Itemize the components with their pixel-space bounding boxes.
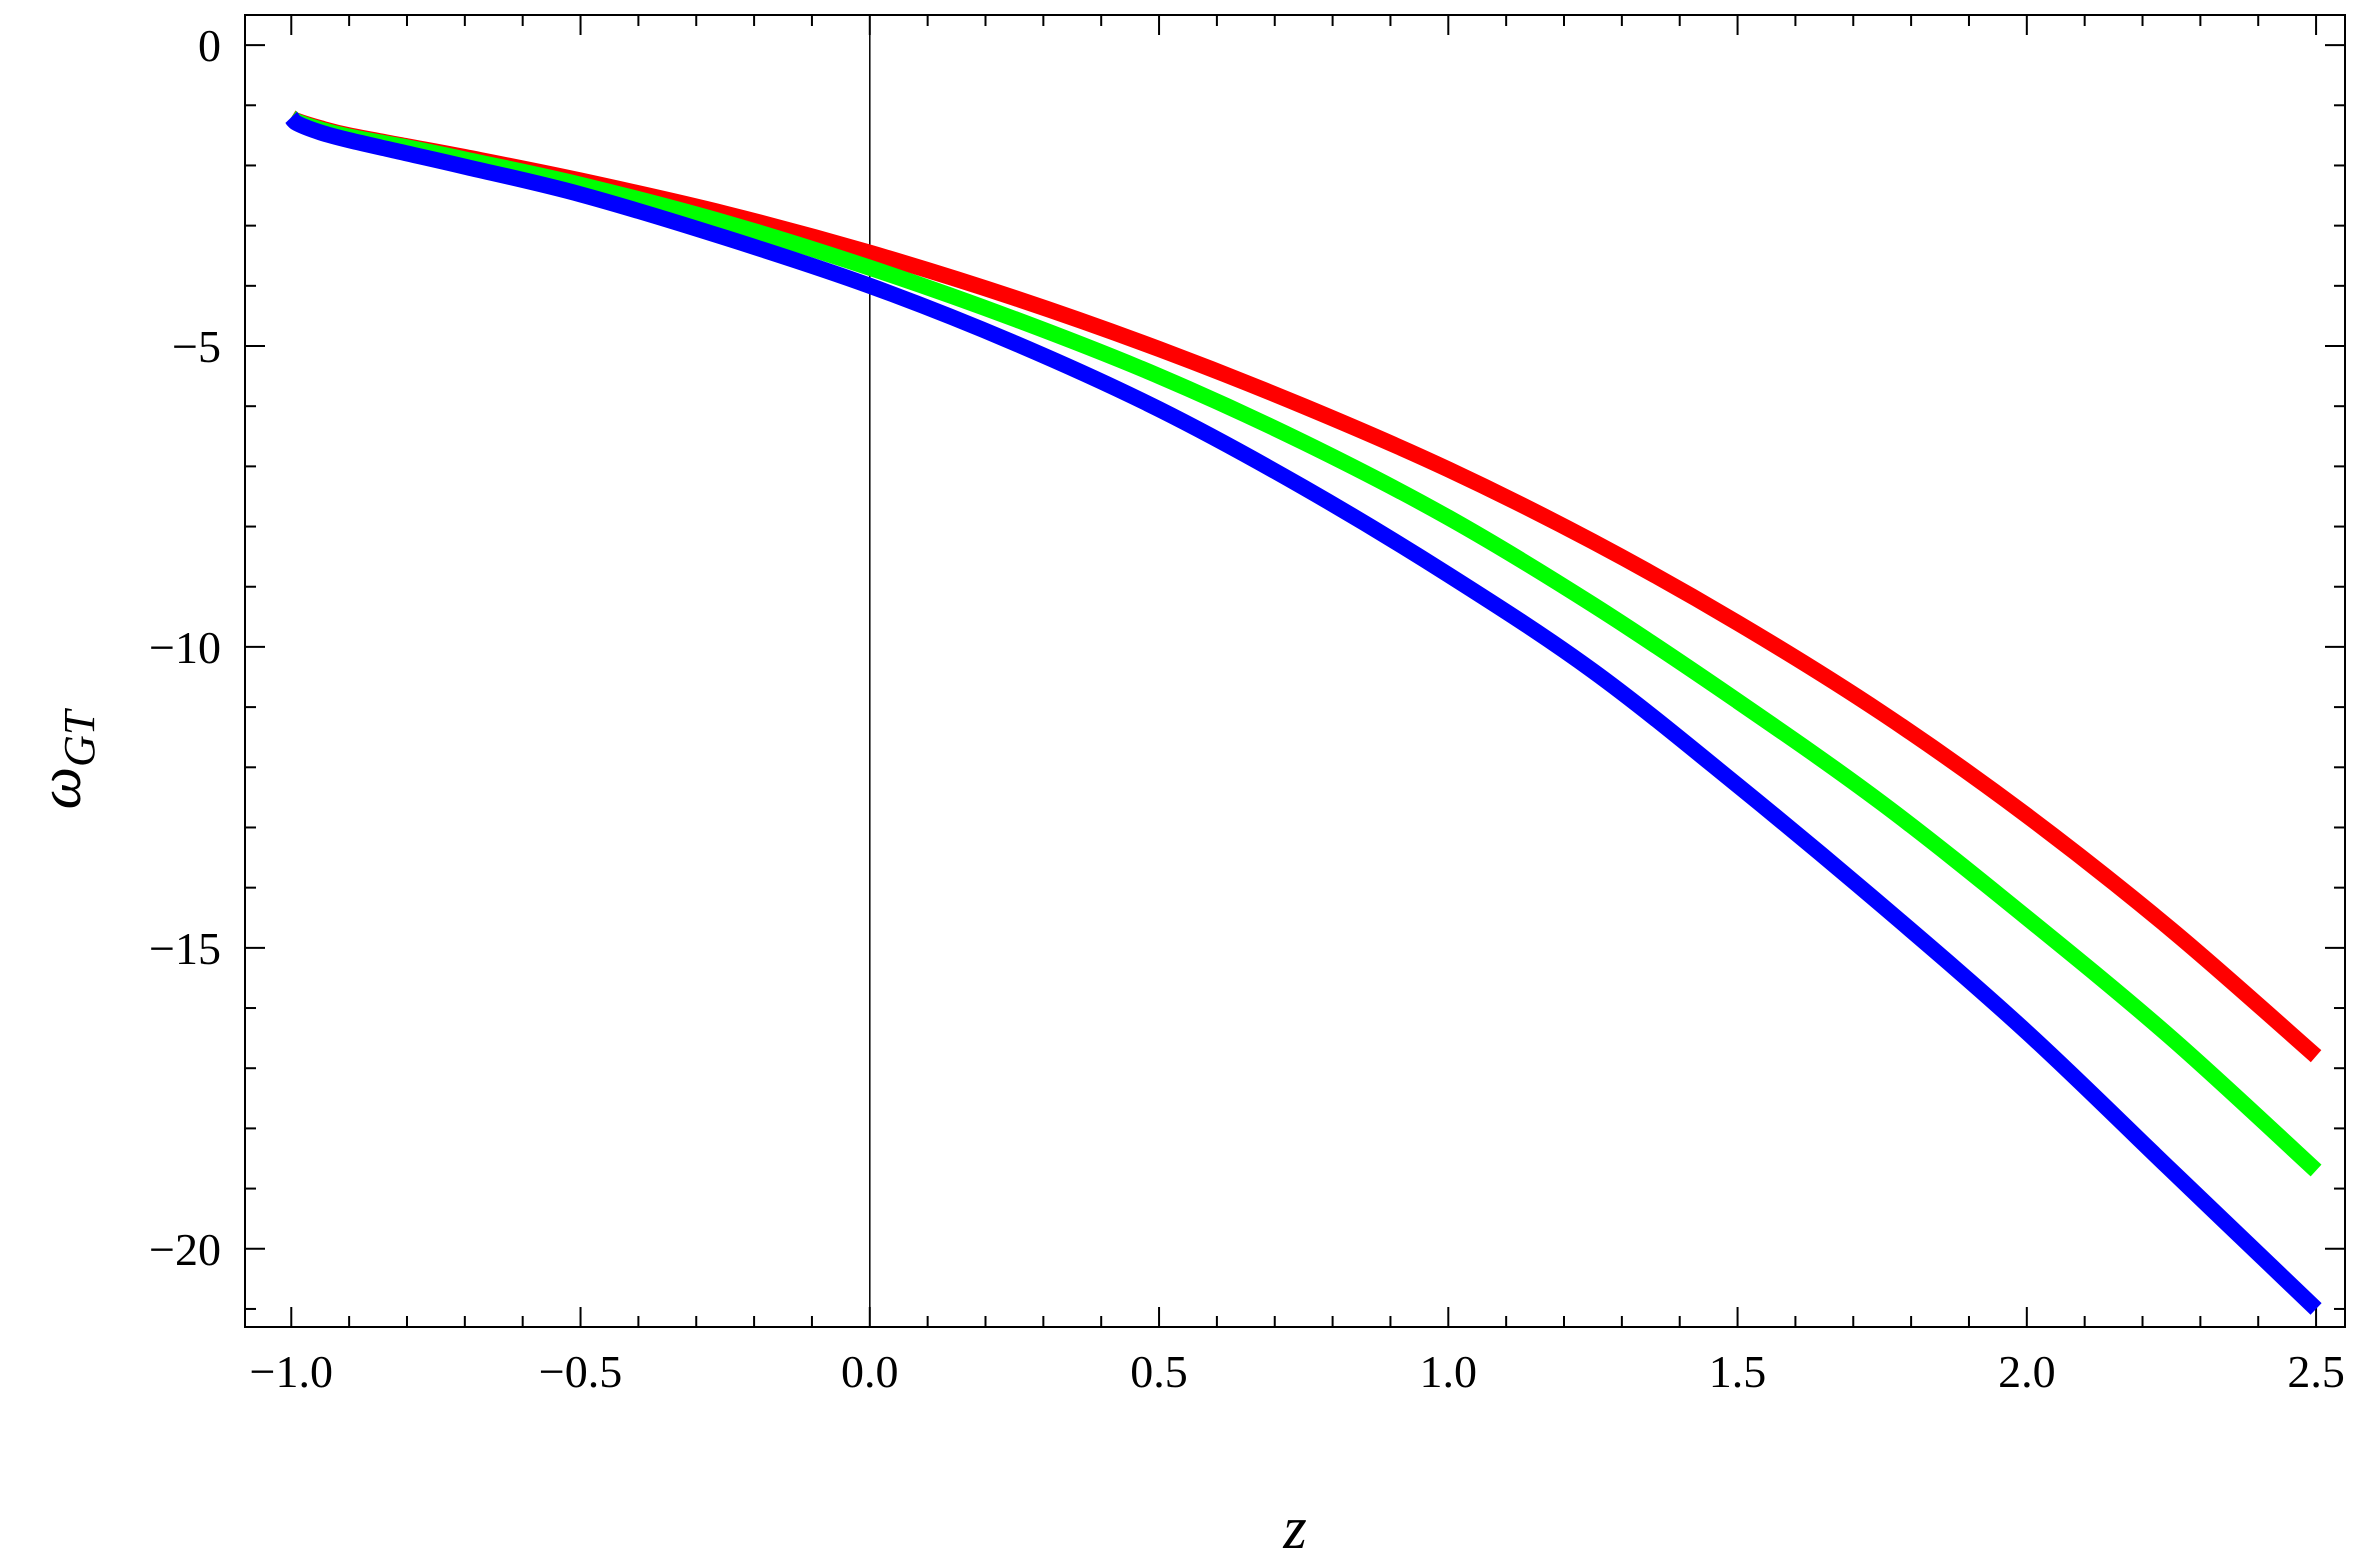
- y-axis-label: ωGT: [27, 707, 104, 809]
- x-tick-label: 0.0: [841, 1346, 899, 1397]
- x-tick-label: 1.0: [1420, 1346, 1478, 1397]
- y-tick-label: 0: [198, 20, 221, 71]
- plot-frame: [244, 14, 2346, 1328]
- x-tick-label: 2.0: [1998, 1346, 2056, 1397]
- x-tick-label: −0.5: [539, 1346, 622, 1397]
- y-tick-label: −10: [149, 622, 221, 673]
- x-tick-label: −1.0: [250, 1346, 333, 1397]
- y-tick-label: −15: [149, 923, 221, 974]
- axis-ticks: [245, 15, 2345, 1327]
- x-tick-label: 1.5: [1709, 1346, 1767, 1397]
- tick-labels: −1.0 −0.5 0.0 0.5 1.0 1.5 2.0 2.5 0 −5 −10 −15 −20: [149, 20, 2345, 1397]
- y-axis-label-main: ω: [27, 767, 93, 809]
- x-tick-label: 0.5: [1130, 1346, 1188, 1397]
- y-tick-label: −5: [172, 321, 221, 372]
- x-tick-label: 2.5: [2287, 1346, 2345, 1397]
- y-axis-label-subscript: GT: [55, 707, 104, 767]
- x-axis-label: z: [1282, 1495, 1306, 1561]
- y-tick-label: −20: [149, 1224, 221, 1275]
- series-line-3: [284, 111, 2322, 1315]
- series-group: [284, 110, 2322, 1315]
